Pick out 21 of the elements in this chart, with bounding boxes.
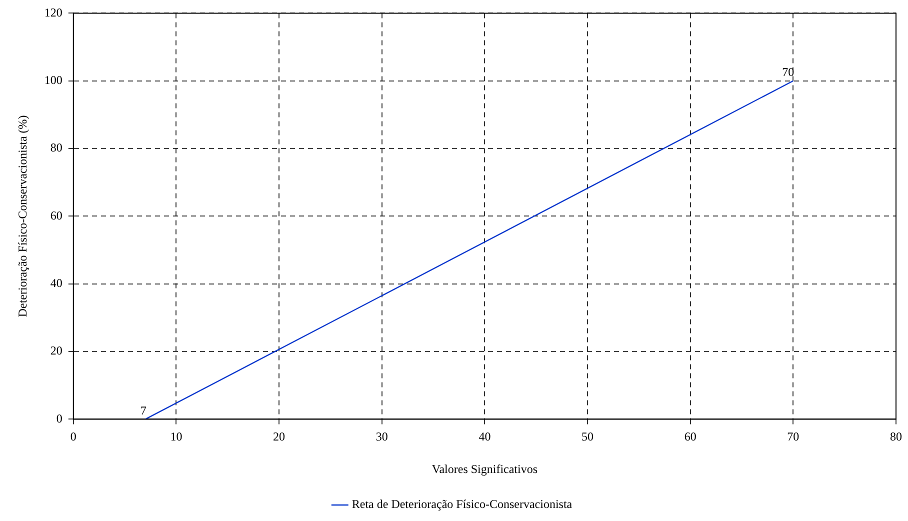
y-tick-label: 60 [50,208,62,222]
annotation: 70 [782,65,794,80]
x-tick-label: 20 [273,430,286,444]
x-tick-label: 10 [170,430,182,444]
x-tick-label: 60 [684,430,696,444]
y-tick-label: 0 [56,411,62,426]
x-axis-title: Valores Significativos [432,462,538,476]
x-tick-label: 30 [376,430,388,444]
y-tick-label: 40 [50,276,62,290]
x-tick-label: 70 [787,430,800,444]
x-tick-label: 0 [70,430,76,444]
legend-label: Reta de Deterioração Físico-Conservacionista [352,497,573,512]
x-tick-label: 80 [890,430,902,444]
y-tick-label: 20 [50,344,62,358]
annotation: 7 [140,403,146,418]
x-tick-label: 40 [478,430,491,444]
y-tick-label: 80 [50,140,62,155]
y-tick-label: 120 [44,5,62,20]
y-tick-label: 100 [44,73,62,88]
x-tick-label: 50 [582,430,594,444]
y-axis-title: Deterioração Físico-Conservacionista (%) [15,115,30,318]
